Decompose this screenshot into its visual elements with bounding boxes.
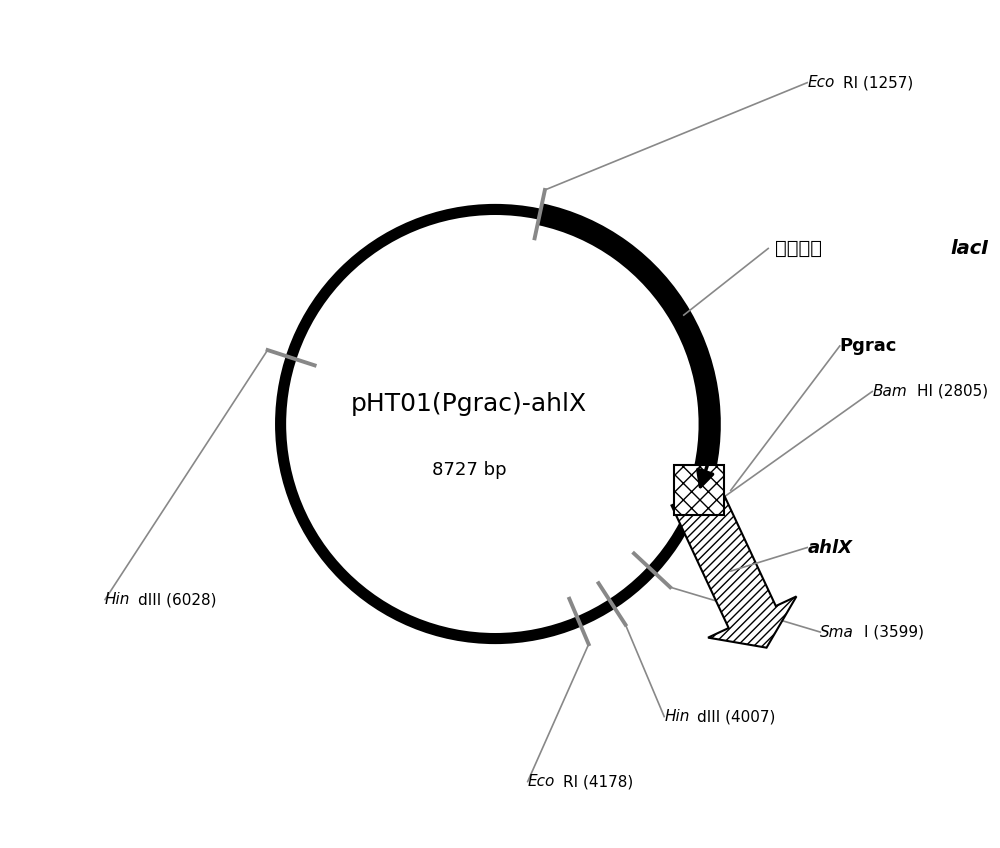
Text: 诱导区域: 诱导区域: [775, 239, 822, 258]
Text: Hin: Hin: [664, 709, 690, 724]
Text: RI (1257): RI (1257): [843, 75, 913, 90]
Text: Eco: Eco: [807, 75, 835, 90]
Text: Hin: Hin: [105, 592, 130, 607]
Text: Sma: Sma: [820, 625, 854, 639]
Polygon shape: [672, 483, 796, 648]
Text: 8727 bp: 8727 bp: [432, 460, 506, 478]
Text: Bam: Bam: [872, 384, 907, 399]
Text: dIII (4007): dIII (4007): [697, 709, 775, 724]
Text: pHT01(Pgrac)-ahlX: pHT01(Pgrac)-ahlX: [351, 393, 587, 416]
FancyBboxPatch shape: [674, 466, 724, 516]
Text: ahlX: ahlX: [807, 538, 852, 556]
Text: RI (4178): RI (4178): [563, 774, 633, 789]
Text: I (3599): I (3599): [864, 625, 924, 639]
Text: Eco: Eco: [528, 774, 555, 789]
Text: HI (2805): HI (2805): [917, 384, 988, 399]
Text: dIII (6028): dIII (6028): [138, 592, 216, 607]
Text: Pgrac: Pgrac: [840, 337, 897, 355]
Text: lacI: lacI: [950, 239, 989, 258]
